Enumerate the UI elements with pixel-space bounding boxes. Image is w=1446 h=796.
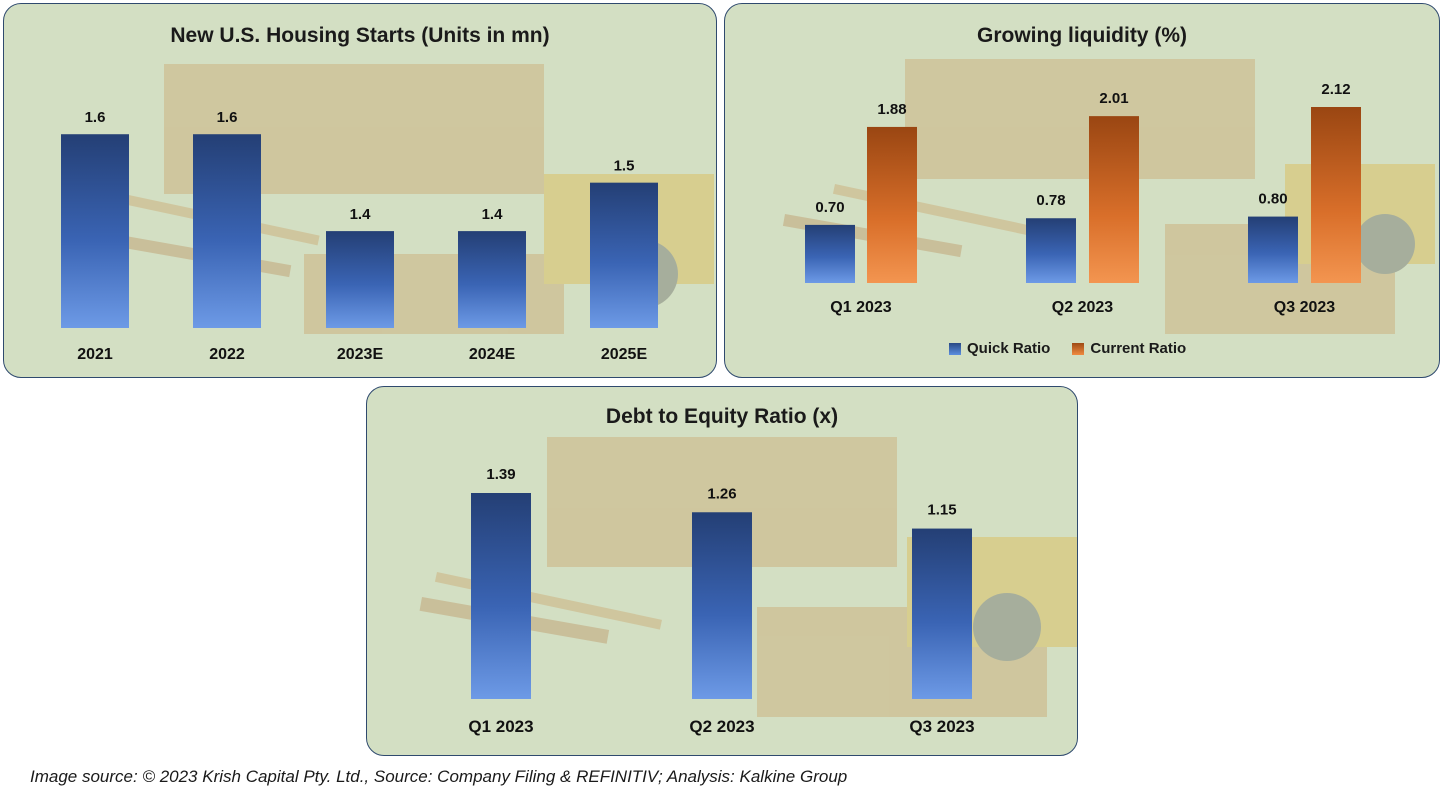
bar-2023E xyxy=(326,231,394,328)
x-tick-label: Q2 2023 xyxy=(1052,299,1113,316)
bar-value-label: 1.6 xyxy=(217,109,238,126)
bar-value-label: 2.12 xyxy=(1321,81,1350,98)
image-source-footer: Image source: © 2023 Krish Capital Pty. … xyxy=(30,767,848,786)
bar-2021 xyxy=(61,134,129,328)
x-tick-label: 2024E xyxy=(469,346,516,363)
legend-quick-ratio: Quick Ratio xyxy=(949,340,1050,357)
bar-value-label: 0.80 xyxy=(1258,191,1287,208)
x-tick-label: Q1 2023 xyxy=(468,717,533,736)
bar-2024E xyxy=(458,231,526,328)
x-tick-label: Q1 2023 xyxy=(830,299,891,316)
x-tick-label: Q3 2023 xyxy=(1274,299,1335,316)
current-ratio-swatch xyxy=(1072,342,1085,355)
quick-ratio-bar-3 xyxy=(1248,216,1298,283)
legend-current-ratio: Current Ratio xyxy=(1072,340,1186,357)
bar-value-label: 1.15 xyxy=(927,502,956,519)
current-ratio-bar-3 xyxy=(1311,107,1361,283)
legend-label: Current Ratio xyxy=(1090,340,1187,357)
bar-Q3-2023 xyxy=(912,528,972,699)
debt-equity-chart: 1.39 Q1 2023 1.26 Q2 2023 1.15 Q3 2023 xyxy=(468,466,974,736)
legend-label: Quick Ratio xyxy=(967,340,1051,357)
bar-value-label: 0.78 xyxy=(1036,192,1065,209)
housing-starts-chart: 1.6 2021 1.6 2022 1.4 2023E 1.4 2024E 1.5 2025E xyxy=(61,109,658,363)
x-tick-label: 2021 xyxy=(77,346,113,363)
liquidity-panel: Growing liquidity (%) 0.70 0.78 0.80 1.88 2.… xyxy=(724,3,1440,378)
bar-value-label: 1.6 xyxy=(85,109,106,126)
bar-value-label: 0.70 xyxy=(815,199,844,216)
bar-value-label: 1.4 xyxy=(482,206,504,223)
liquidity-chart: 0.70 0.78 0.80 1.88 2.01 2.12 Q1 2023 Q2 2023 Q3… xyxy=(805,81,1361,316)
bar-value-label: 1.26 xyxy=(707,485,736,502)
chart-title: Growing liquidity (%) xyxy=(977,24,1187,47)
bar-value-label: 1.5 xyxy=(614,158,635,175)
bar-2025E xyxy=(590,182,658,328)
quick-ratio-bar-2 xyxy=(1026,218,1076,283)
x-tick-label: 2022 xyxy=(209,346,245,363)
current-ratio-bar-1 xyxy=(867,126,917,283)
debt-equity-panel: Debt to Equity Ratio (x) 1.39 Q1 2023 1.26… xyxy=(366,386,1078,756)
x-tick-label: Q2 2023 xyxy=(689,717,754,736)
housing-starts-panel: New U.S. Housing Starts (Units in mn) 1.… xyxy=(3,3,717,378)
chart-title: New U.S. Housing Starts (Units in mn) xyxy=(170,24,550,47)
quick-ratio-swatch xyxy=(949,342,961,355)
bar-value-label: 1.39 xyxy=(486,466,515,483)
bar-Q1-2023 xyxy=(471,493,531,699)
quick-ratio-bar-1 xyxy=(805,224,855,283)
bar-value-label: 2.01 xyxy=(1099,90,1128,107)
bar-2022 xyxy=(193,134,261,328)
bar-Q2-2023 xyxy=(692,512,752,699)
x-tick-label: 2025E xyxy=(601,346,648,363)
x-tick-label: Q3 2023 xyxy=(909,717,974,736)
x-tick-label: 2023E xyxy=(337,346,384,363)
bar-value-label: 1.88 xyxy=(877,101,906,118)
chart-legend: Quick Ratio Current Ratio xyxy=(949,340,1186,357)
bar-value-label: 1.4 xyxy=(350,206,372,223)
chart-title: Debt to Equity Ratio (x) xyxy=(605,405,839,428)
current-ratio-bar-2 xyxy=(1089,116,1139,283)
